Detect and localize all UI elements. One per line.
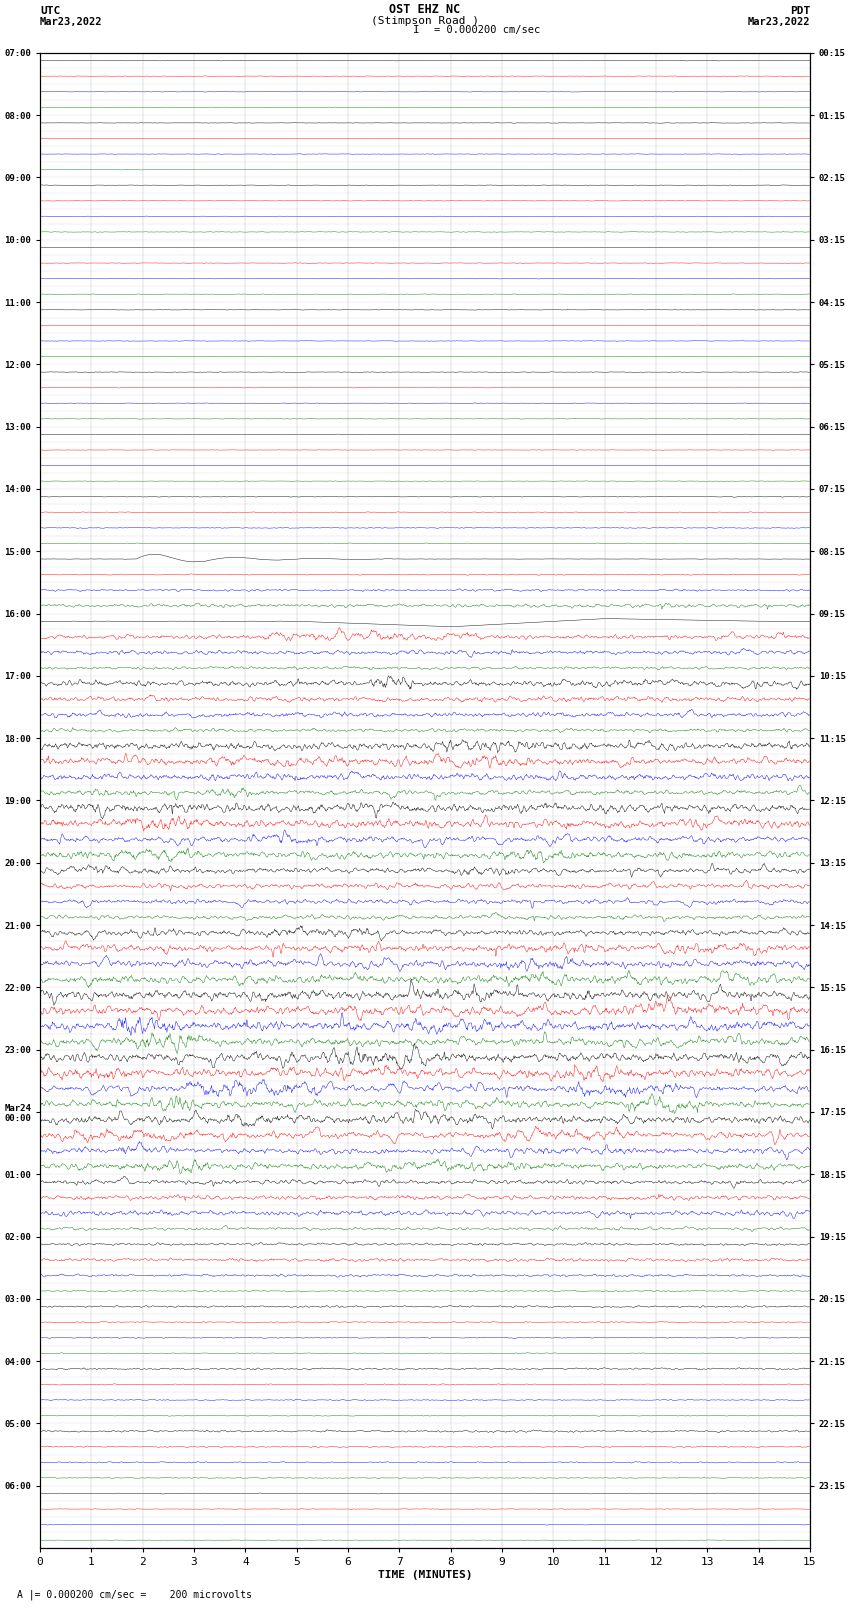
Text: I: I [413,26,420,35]
Text: Mar23,2022: Mar23,2022 [747,18,810,27]
Text: = 0.000200 cm/sec: = 0.000200 cm/sec [434,26,540,35]
Text: Mar23,2022: Mar23,2022 [40,18,103,27]
Text: UTC: UTC [40,6,60,16]
Text: PDT: PDT [790,6,810,16]
Text: OST EHZ NC: OST EHZ NC [389,3,461,16]
X-axis label: TIME (MINUTES): TIME (MINUTES) [377,1569,473,1579]
Text: A |= 0.000200 cm/sec =    200 microvolts: A |= 0.000200 cm/sec = 200 microvolts [17,1589,252,1600]
Text: (Stimpson Road ): (Stimpson Road ) [371,16,479,26]
